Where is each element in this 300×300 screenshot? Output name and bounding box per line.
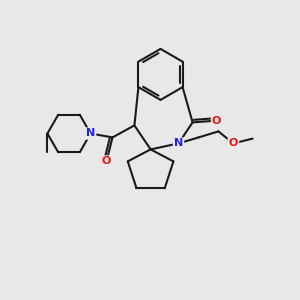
Text: O: O: [102, 156, 111, 167]
Text: N: N: [174, 138, 183, 148]
Text: N: N: [86, 128, 95, 139]
Text: O: O: [229, 138, 238, 148]
Text: O: O: [212, 116, 221, 126]
